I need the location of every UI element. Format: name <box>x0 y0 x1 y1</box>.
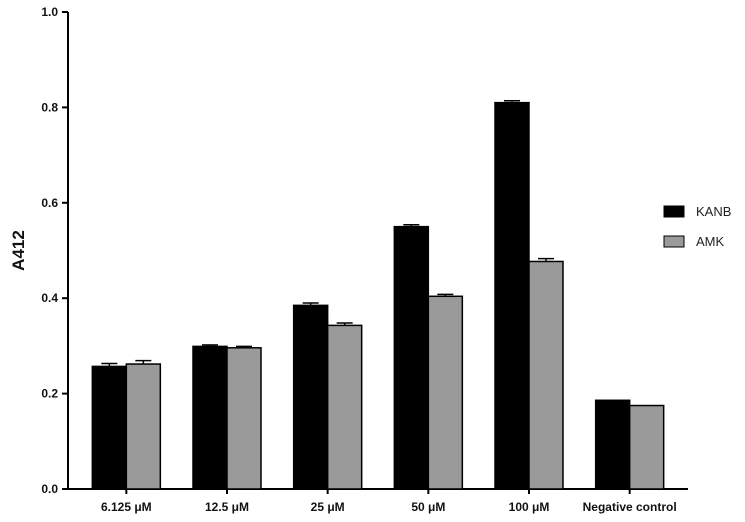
y-tick-label: 0.0 <box>41 482 58 496</box>
y-tick-label: 1.0 <box>41 5 58 19</box>
x-tick-label: 50 μM <box>411 500 445 514</box>
y-tick-label: 0.2 <box>41 387 58 401</box>
bar-amk <box>528 260 564 490</box>
bar-kanb <box>494 101 530 490</box>
bar-kanb <box>594 399 631 490</box>
legend-swatch-kanb <box>663 205 685 218</box>
bar-kanb <box>393 225 430 490</box>
legend-label-amk: AMK <box>696 234 725 249</box>
legend: KANB AMK <box>663 204 731 249</box>
y-tick-label: 0.4 <box>41 291 58 305</box>
axes: 0.0 0.2 0.4 0.6 0.8 1.0 A412 6.125 μM 12.5 μM 25 … <box>9 5 688 514</box>
x-tick-label: 6.125 μM <box>101 500 152 514</box>
bars <box>91 99 665 490</box>
bar-amk <box>628 404 665 490</box>
x-tick-label: 100 μM <box>509 500 550 514</box>
x-tick-label: 25 μM <box>311 500 345 514</box>
bar-amk <box>226 347 262 490</box>
x-tick-label: 12.5 μM <box>205 500 249 514</box>
x-tick-label: Negative control <box>583 500 677 514</box>
y-tick-label: 0.6 <box>41 196 58 210</box>
bar-kanb <box>91 365 128 490</box>
bar-amk <box>125 363 162 490</box>
legend-swatch-amk <box>663 235 685 248</box>
bar-kanb <box>292 304 329 490</box>
legend-label-kanb: KANB <box>696 204 731 219</box>
bar-kanb <box>192 345 228 490</box>
y-tick-label: 0.8 <box>41 100 58 114</box>
bar-amk <box>427 295 464 490</box>
bar-amk <box>326 324 363 490</box>
y-axis-label: A412 <box>9 230 28 271</box>
